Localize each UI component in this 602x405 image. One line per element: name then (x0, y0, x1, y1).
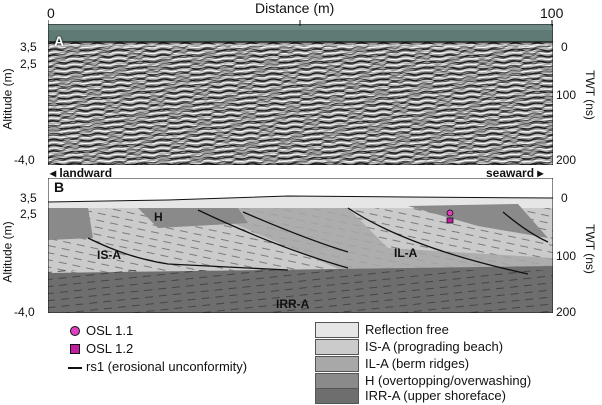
legend-osl-1-1-label: OSL 1.1 (86, 323, 134, 338)
panel-a-right-tick-3: 200 (556, 153, 577, 167)
panel-a-left-tick-2: 2,5 (20, 57, 37, 71)
legend-osl-1-1-symbol (70, 326, 80, 336)
legend-right: Reflection free IS-A (prograding beach) … (313, 320, 598, 404)
osl-1-1-marker (446, 209, 454, 217)
legend-il-a-label: IL-A (berm ridges) (365, 356, 470, 371)
legend-h-swatch (315, 373, 359, 389)
panel-b-left-axis-label: Altitude (m) (0, 221, 15, 283)
unit-label-il-a: IL-A (394, 246, 418, 260)
legend-reflection-free-swatch (315, 322, 359, 338)
top-axis-max: 100 (540, 5, 564, 21)
panel-a-letter: A (54, 33, 65, 49)
panel-a-right-tick-1: 0 (561, 40, 568, 54)
panel-b-letter: B (54, 179, 65, 195)
panel-b-right-tick-2: 100 (556, 249, 577, 263)
seaward-text: seaward (486, 166, 535, 180)
legend-irr-a-swatch (315, 388, 359, 404)
panel-b-right-tick-1: 0 (561, 191, 568, 205)
panel-b-interpretation (48, 178, 553, 313)
legend-osl-1-2-label: OSL 1.2 (86, 341, 134, 356)
panel-b-right-axis-label: TWT (ns) (582, 224, 597, 274)
legend-osl-1-2-symbol (70, 344, 80, 354)
panel-b-right-tick-3: 200 (556, 305, 577, 319)
panel-b-left-tick-2: 2,5 (20, 207, 37, 221)
landward-text: landward (59, 166, 113, 180)
legend-reflection-free-label: Reflection free (365, 322, 449, 337)
panel-b-left-tick-3: -4,0 (14, 305, 35, 319)
unit-label-h: H (154, 210, 163, 224)
legend-is-a-swatch (315, 339, 359, 355)
legend-h-label: H (overtopping/overwashing) (365, 373, 532, 388)
panel-a-left-tick-3: -4,0 (14, 153, 35, 167)
legend-left: OSL 1.1 OSL 1.2 rs1 (erosional unconform… (66, 322, 306, 382)
top-axis-title: Distance (m) (255, 0, 335, 16)
landward-label: ◂ landward (50, 166, 113, 180)
panel-a-left-tick-1: 3,5 (20, 40, 37, 54)
panel-a-right-axis-label: TWT (ns) (582, 70, 597, 120)
top-axis-min: 0 (47, 5, 55, 21)
seaward-label: seaward ▸ (486, 166, 544, 180)
legend-irr-a-label: IRR-A (upper shoreface) (365, 388, 506, 403)
unit-label-irr-a: IRR-A (276, 297, 310, 311)
panel-a-right-tick-2: 100 (556, 88, 577, 102)
osl-1-2-marker (446, 217, 454, 224)
legend-is-a-label: IS-A (prograding beach) (365, 339, 504, 354)
legend-rs1-label: rs1 (erosional unconformity) (86, 359, 248, 374)
panel-b-left-tick-1: 3,5 (20, 191, 37, 205)
panel-a-radargram (48, 24, 553, 165)
top-axis-ticks (48, 20, 553, 26)
legend-rs1-symbol (68, 367, 82, 369)
legend-il-a-swatch (315, 356, 359, 372)
unit-label-is-a: IS-A (97, 248, 121, 262)
panel-a-left-axis-label: Altitude (m) (0, 68, 15, 130)
